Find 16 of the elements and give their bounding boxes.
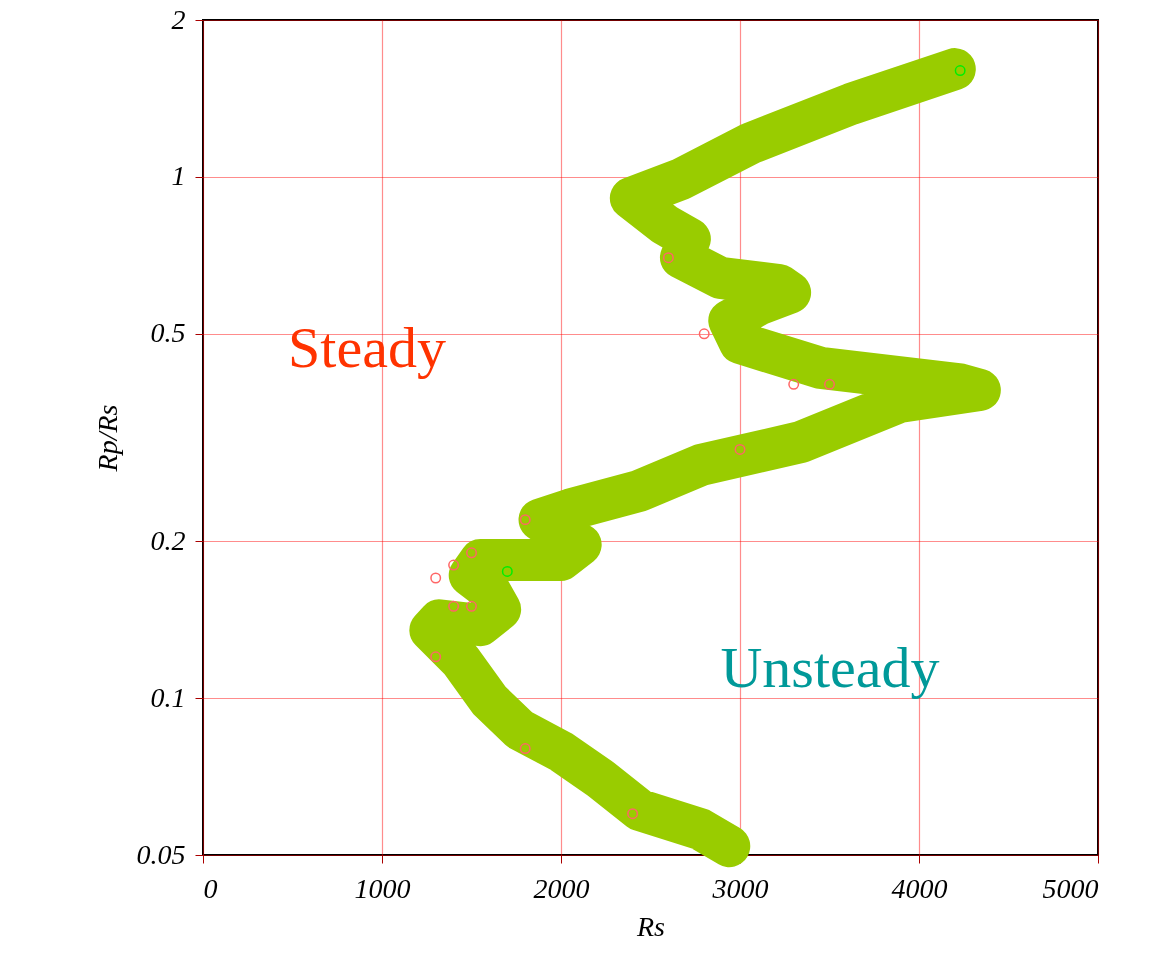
x-axis-title: Rs bbox=[636, 910, 666, 942]
x-tick-label: 0 bbox=[203, 872, 218, 904]
y-tick-label: 0.2 bbox=[150, 524, 186, 556]
annotation: Steady bbox=[288, 315, 446, 380]
y-tick-label: 0.05 bbox=[136, 838, 186, 870]
x-tick-label: 2000 bbox=[533, 872, 590, 904]
y-axis-title: Rp/Rs bbox=[91, 404, 123, 473]
annotation: Unsteady bbox=[720, 635, 940, 700]
x-tick-label: 4000 bbox=[891, 872, 948, 904]
y-tick-label: 2 bbox=[171, 3, 186, 35]
x-tick-label: 5000 bbox=[1042, 872, 1099, 904]
y-tick-label: 1 bbox=[171, 160, 186, 192]
y-tick-label: 0.5 bbox=[150, 317, 186, 349]
y-tick-label: 0.1 bbox=[150, 681, 186, 713]
x-tick-label: 3000 bbox=[711, 872, 769, 904]
x-tick-label: 1000 bbox=[354, 872, 411, 904]
